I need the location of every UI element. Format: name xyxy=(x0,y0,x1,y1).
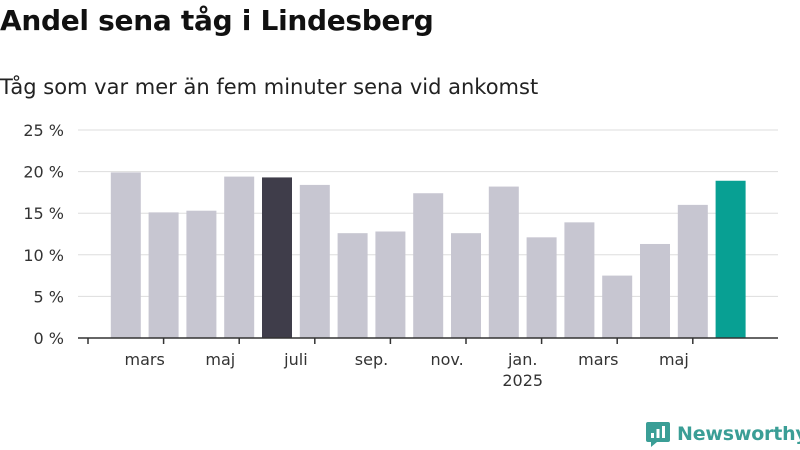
x-axis-tick-labels: mars maj juli sep. nov. jan. 2025 mars maj xyxy=(125,350,689,390)
x-tick-year-label: 2025 xyxy=(502,371,543,390)
bar xyxy=(110,172,141,338)
bar xyxy=(413,193,444,338)
bar xyxy=(451,233,481,338)
chart-title: Andel sena tåg i Lindesberg xyxy=(0,4,434,37)
y-tick-label: 10 % xyxy=(23,246,64,265)
x-tick-label: maj xyxy=(659,350,689,369)
newsworthy-logo-icon xyxy=(646,422,670,447)
y-tick-label: 20 % xyxy=(23,163,64,182)
y-tick-label: 5 % xyxy=(34,287,64,306)
bar xyxy=(262,177,292,338)
bar xyxy=(224,176,255,338)
x-tick-label: mars xyxy=(125,350,165,369)
y-tick-label: 0 % xyxy=(34,329,64,348)
y-axis-tick-labels: 0 % 5 % 10 % 15 % 20 % 25 % xyxy=(23,121,64,348)
bar xyxy=(186,210,217,338)
x-tick-label: sep. xyxy=(355,350,388,369)
bar xyxy=(526,237,557,338)
brand-name: Newsworthy xyxy=(677,423,800,445)
y-tick-label: 15 % xyxy=(23,204,64,223)
bar xyxy=(488,186,519,338)
bar xyxy=(337,233,368,338)
bar xyxy=(677,204,708,338)
bar xyxy=(715,180,746,338)
newsworthy-logo: Newsworthy xyxy=(645,420,800,448)
x-tick-label: mars xyxy=(578,350,618,369)
chart-subtitle: Tåg som var mer än fem minuter sena vid … xyxy=(0,75,539,99)
x-tick-label: maj xyxy=(205,350,235,369)
bar xyxy=(148,212,179,338)
x-axis xyxy=(78,337,778,344)
bar-chart: 0 % 5 % 10 % 15 % 20 % 25 % mars maj juli sep. no… xyxy=(23,121,778,390)
bar xyxy=(299,184,330,338)
bar xyxy=(602,275,633,338)
bars xyxy=(110,172,746,338)
y-tick-label: 25 % xyxy=(23,121,64,140)
bar xyxy=(375,231,406,338)
bar xyxy=(564,222,595,338)
bar xyxy=(640,243,670,338)
x-tick-label: nov. xyxy=(430,350,463,369)
x-tick-label: juli xyxy=(283,350,307,369)
x-tick-label: jan. xyxy=(507,350,537,369)
